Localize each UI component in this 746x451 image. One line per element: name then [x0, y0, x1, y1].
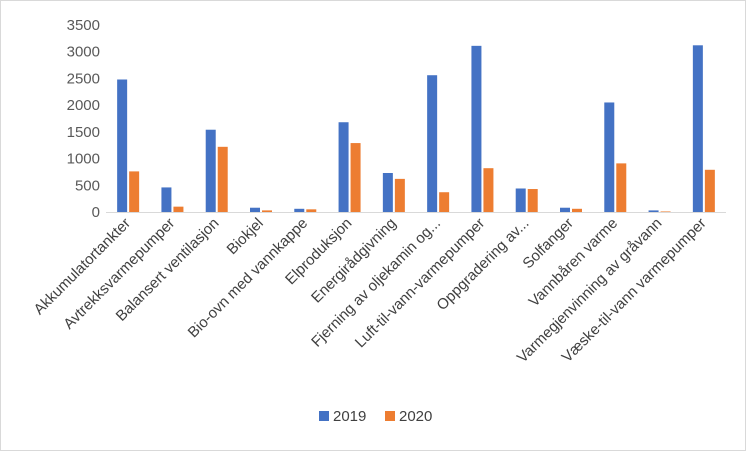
bar-2020	[394, 178, 405, 212]
bar-2020	[660, 211, 671, 212]
bar-2019	[382, 172, 393, 212]
bar-2019	[560, 207, 570, 212]
bar-2020	[173, 206, 184, 212]
bar-2020	[439, 192, 450, 212]
bar-2019	[294, 208, 305, 212]
y-tick-label: 1500	[67, 124, 100, 141]
y-axis-ticks: 0 500 1000 1500 2000 2500 3000 3500	[67, 17, 100, 221]
bar-2019	[161, 187, 172, 212]
bar-2019	[205, 129, 216, 212]
y-tick-label: 500	[75, 177, 100, 194]
x-tick-label: Biokjel	[224, 215, 267, 258]
y-tick-label: 0	[92, 204, 100, 221]
x-axis-labels: AkkumulatortankterAvtrekksvarmepumperBal…	[31, 215, 710, 367]
bar-2019	[250, 207, 260, 212]
bar-2020	[217, 146, 228, 212]
y-tick-label: 2000	[67, 97, 100, 114]
bar-2019	[604, 102, 615, 212]
bar-2020	[262, 210, 272, 212]
bar-2020	[527, 189, 538, 212]
bar-2020	[704, 169, 715, 212]
bar-2020	[616, 163, 627, 212]
bar-2019	[427, 75, 438, 212]
bar-2019	[515, 188, 526, 212]
bar-2019	[648, 210, 659, 212]
bar-2019	[117, 79, 128, 212]
bars	[117, 45, 715, 212]
bar-2020	[129, 171, 140, 212]
legend-swatch-2020	[385, 411, 395, 421]
y-tick-label: 1000	[67, 151, 100, 168]
bar-2020	[572, 208, 582, 212]
bar-2020	[306, 209, 317, 212]
bar-2020	[350, 143, 361, 212]
legend-swatch-2019	[319, 411, 329, 421]
legend-label-2020: 2020	[399, 408, 432, 425]
y-tick-label: 3500	[67, 17, 100, 34]
bar-2019	[471, 45, 482, 212]
bar-2019	[692, 45, 703, 212]
y-tick-label: 2500	[67, 70, 100, 87]
bar-2020	[483, 168, 494, 212]
legend: 2019 2020	[319, 408, 432, 425]
legend-label-2019: 2019	[333, 408, 366, 425]
bar-2019	[338, 122, 349, 212]
y-tick-label: 3000	[67, 44, 100, 61]
